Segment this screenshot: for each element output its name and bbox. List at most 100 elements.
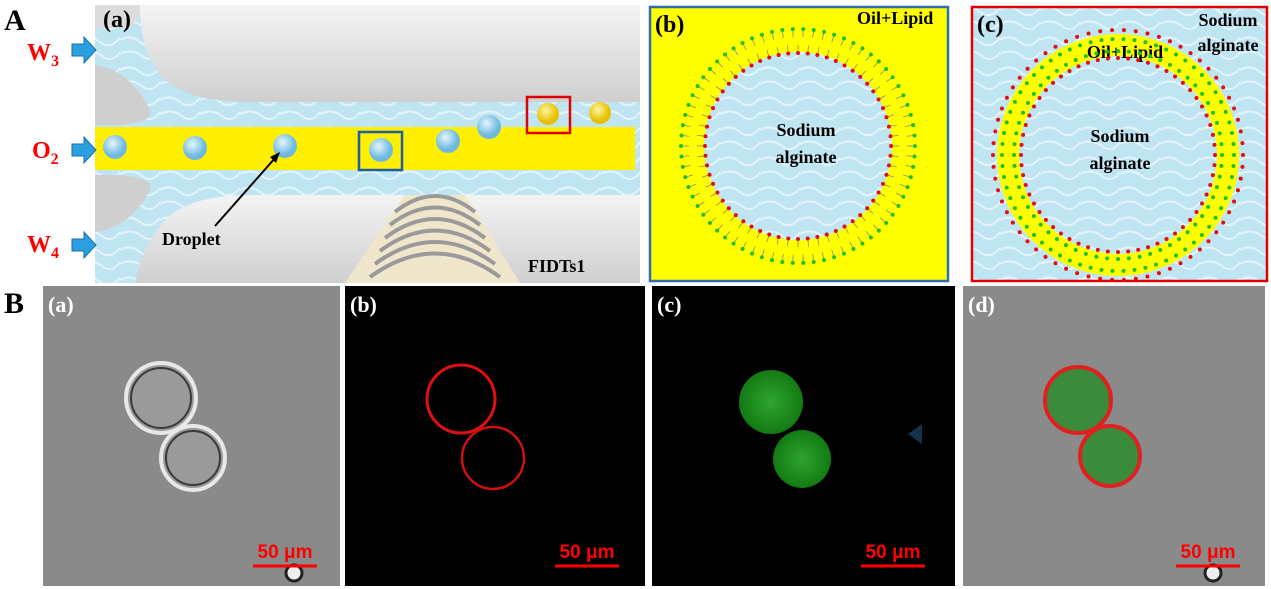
lipid-head [1021, 132, 1026, 137]
inlet-label: W4 [27, 232, 59, 262]
lipid-head [1086, 60, 1091, 65]
lipid-head [720, 198, 725, 203]
lipid-head [1017, 120, 1022, 125]
lipid-head [715, 228, 720, 233]
lipid-head [871, 89, 876, 94]
lipid-head [993, 129, 998, 134]
lipid-head [1232, 199, 1237, 204]
lipid-head [1000, 164, 1005, 169]
lipid-head [1199, 72, 1204, 77]
lipid-head [850, 68, 855, 73]
lipid-head [805, 236, 810, 241]
lipid-head [703, 144, 707, 148]
lipid-head [701, 75, 706, 80]
lipid-head [1229, 131, 1234, 136]
lipid-head [715, 190, 720, 195]
lipid-head [1099, 267, 1104, 272]
lipid-head [767, 55, 772, 60]
lipid-head [905, 185, 910, 190]
lipid-head [731, 46, 736, 51]
scale-bar-label: 50 μm [258, 542, 313, 563]
lipid-head [832, 255, 837, 260]
lipid-head [1054, 237, 1059, 242]
lipid-head [790, 260, 795, 265]
lipid-head [723, 52, 728, 57]
lipid-head [1206, 239, 1211, 244]
lipid-head [1031, 104, 1036, 109]
core-label: alginate [1090, 153, 1151, 173]
lipid-head [1191, 240, 1196, 245]
lipid-head [1004, 95, 1009, 100]
lipid-head [686, 185, 691, 190]
lipid-head [1200, 201, 1205, 206]
lipid-head [1031, 201, 1036, 206]
lipid-head [1000, 141, 1005, 146]
lipid-head [858, 74, 863, 79]
lipid-head [705, 163, 710, 168]
lipid-head [1193, 83, 1198, 88]
lipid-head [1014, 174, 1019, 179]
lipid-head [1136, 247, 1141, 252]
lipid-head [1227, 95, 1232, 100]
lipid-head [1048, 247, 1053, 252]
inlet-sub: 4 [51, 245, 59, 262]
lipid-head [1213, 90, 1218, 95]
lipid-head [1098, 29, 1103, 34]
lipid-head [801, 260, 806, 265]
lipid-head [1075, 271, 1080, 276]
lipid-head [1037, 95, 1042, 100]
lipid-head [1204, 192, 1209, 197]
lipid-head [1076, 64, 1081, 69]
lipid-head [868, 235, 873, 240]
lipid-head [1002, 174, 1007, 179]
lipid-head [1238, 129, 1243, 134]
lipid-head [1021, 173, 1026, 178]
lipid-head [1078, 43, 1083, 48]
lipid-head [1240, 141, 1245, 146]
lipid-head [1031, 91, 1036, 96]
lipid-head [1019, 163, 1024, 168]
lipid-head [1025, 239, 1030, 244]
schematic: Droplet FIDTs1 (a) [95, 5, 640, 283]
droplets [103, 102, 611, 162]
lipid-head [715, 97, 720, 102]
inlet-label: O2 [32, 138, 59, 168]
lipid-head [1004, 120, 1009, 125]
lipid-head [1032, 233, 1037, 238]
inlet-name: W [27, 40, 51, 66]
lipid-head [1064, 39, 1069, 44]
lipid-head [991, 141, 996, 146]
lipid-head [1178, 261, 1183, 266]
lipid-head [1231, 164, 1236, 169]
subpanel-label: (c) [657, 292, 681, 317]
lipid-head [999, 199, 1004, 204]
lipid-head [876, 228, 881, 233]
lipid-head [1020, 110, 1025, 115]
inlet-sub: 2 [51, 151, 59, 168]
lipid-head [703, 153, 708, 158]
lipid-head [1232, 153, 1236, 157]
lipid-head [1164, 68, 1169, 73]
lipid-head [1213, 153, 1217, 157]
lipid-head [1110, 28, 1115, 33]
lipid-head [1158, 248, 1163, 253]
lipid-head [1058, 74, 1063, 79]
lipid-head [1145, 245, 1150, 250]
lipid-head [1010, 220, 1015, 225]
lipid-head [1229, 174, 1234, 179]
lipid-head [1207, 224, 1212, 229]
lipid-head [896, 204, 901, 209]
lipid-head [1183, 58, 1188, 63]
lipid-head [1043, 51, 1048, 56]
lipid-head [1014, 131, 1019, 136]
lipid-head [1164, 47, 1169, 52]
lipid-head [1038, 222, 1043, 227]
lipid-head [912, 154, 917, 159]
lipid-head [1180, 80, 1185, 85]
lipid-head [886, 163, 891, 168]
lipid-head [1024, 224, 1029, 229]
lipid-head [1067, 237, 1072, 242]
lipid-head [1214, 75, 1219, 80]
lipid-head [1105, 56, 1110, 61]
lipid-head [731, 241, 736, 246]
